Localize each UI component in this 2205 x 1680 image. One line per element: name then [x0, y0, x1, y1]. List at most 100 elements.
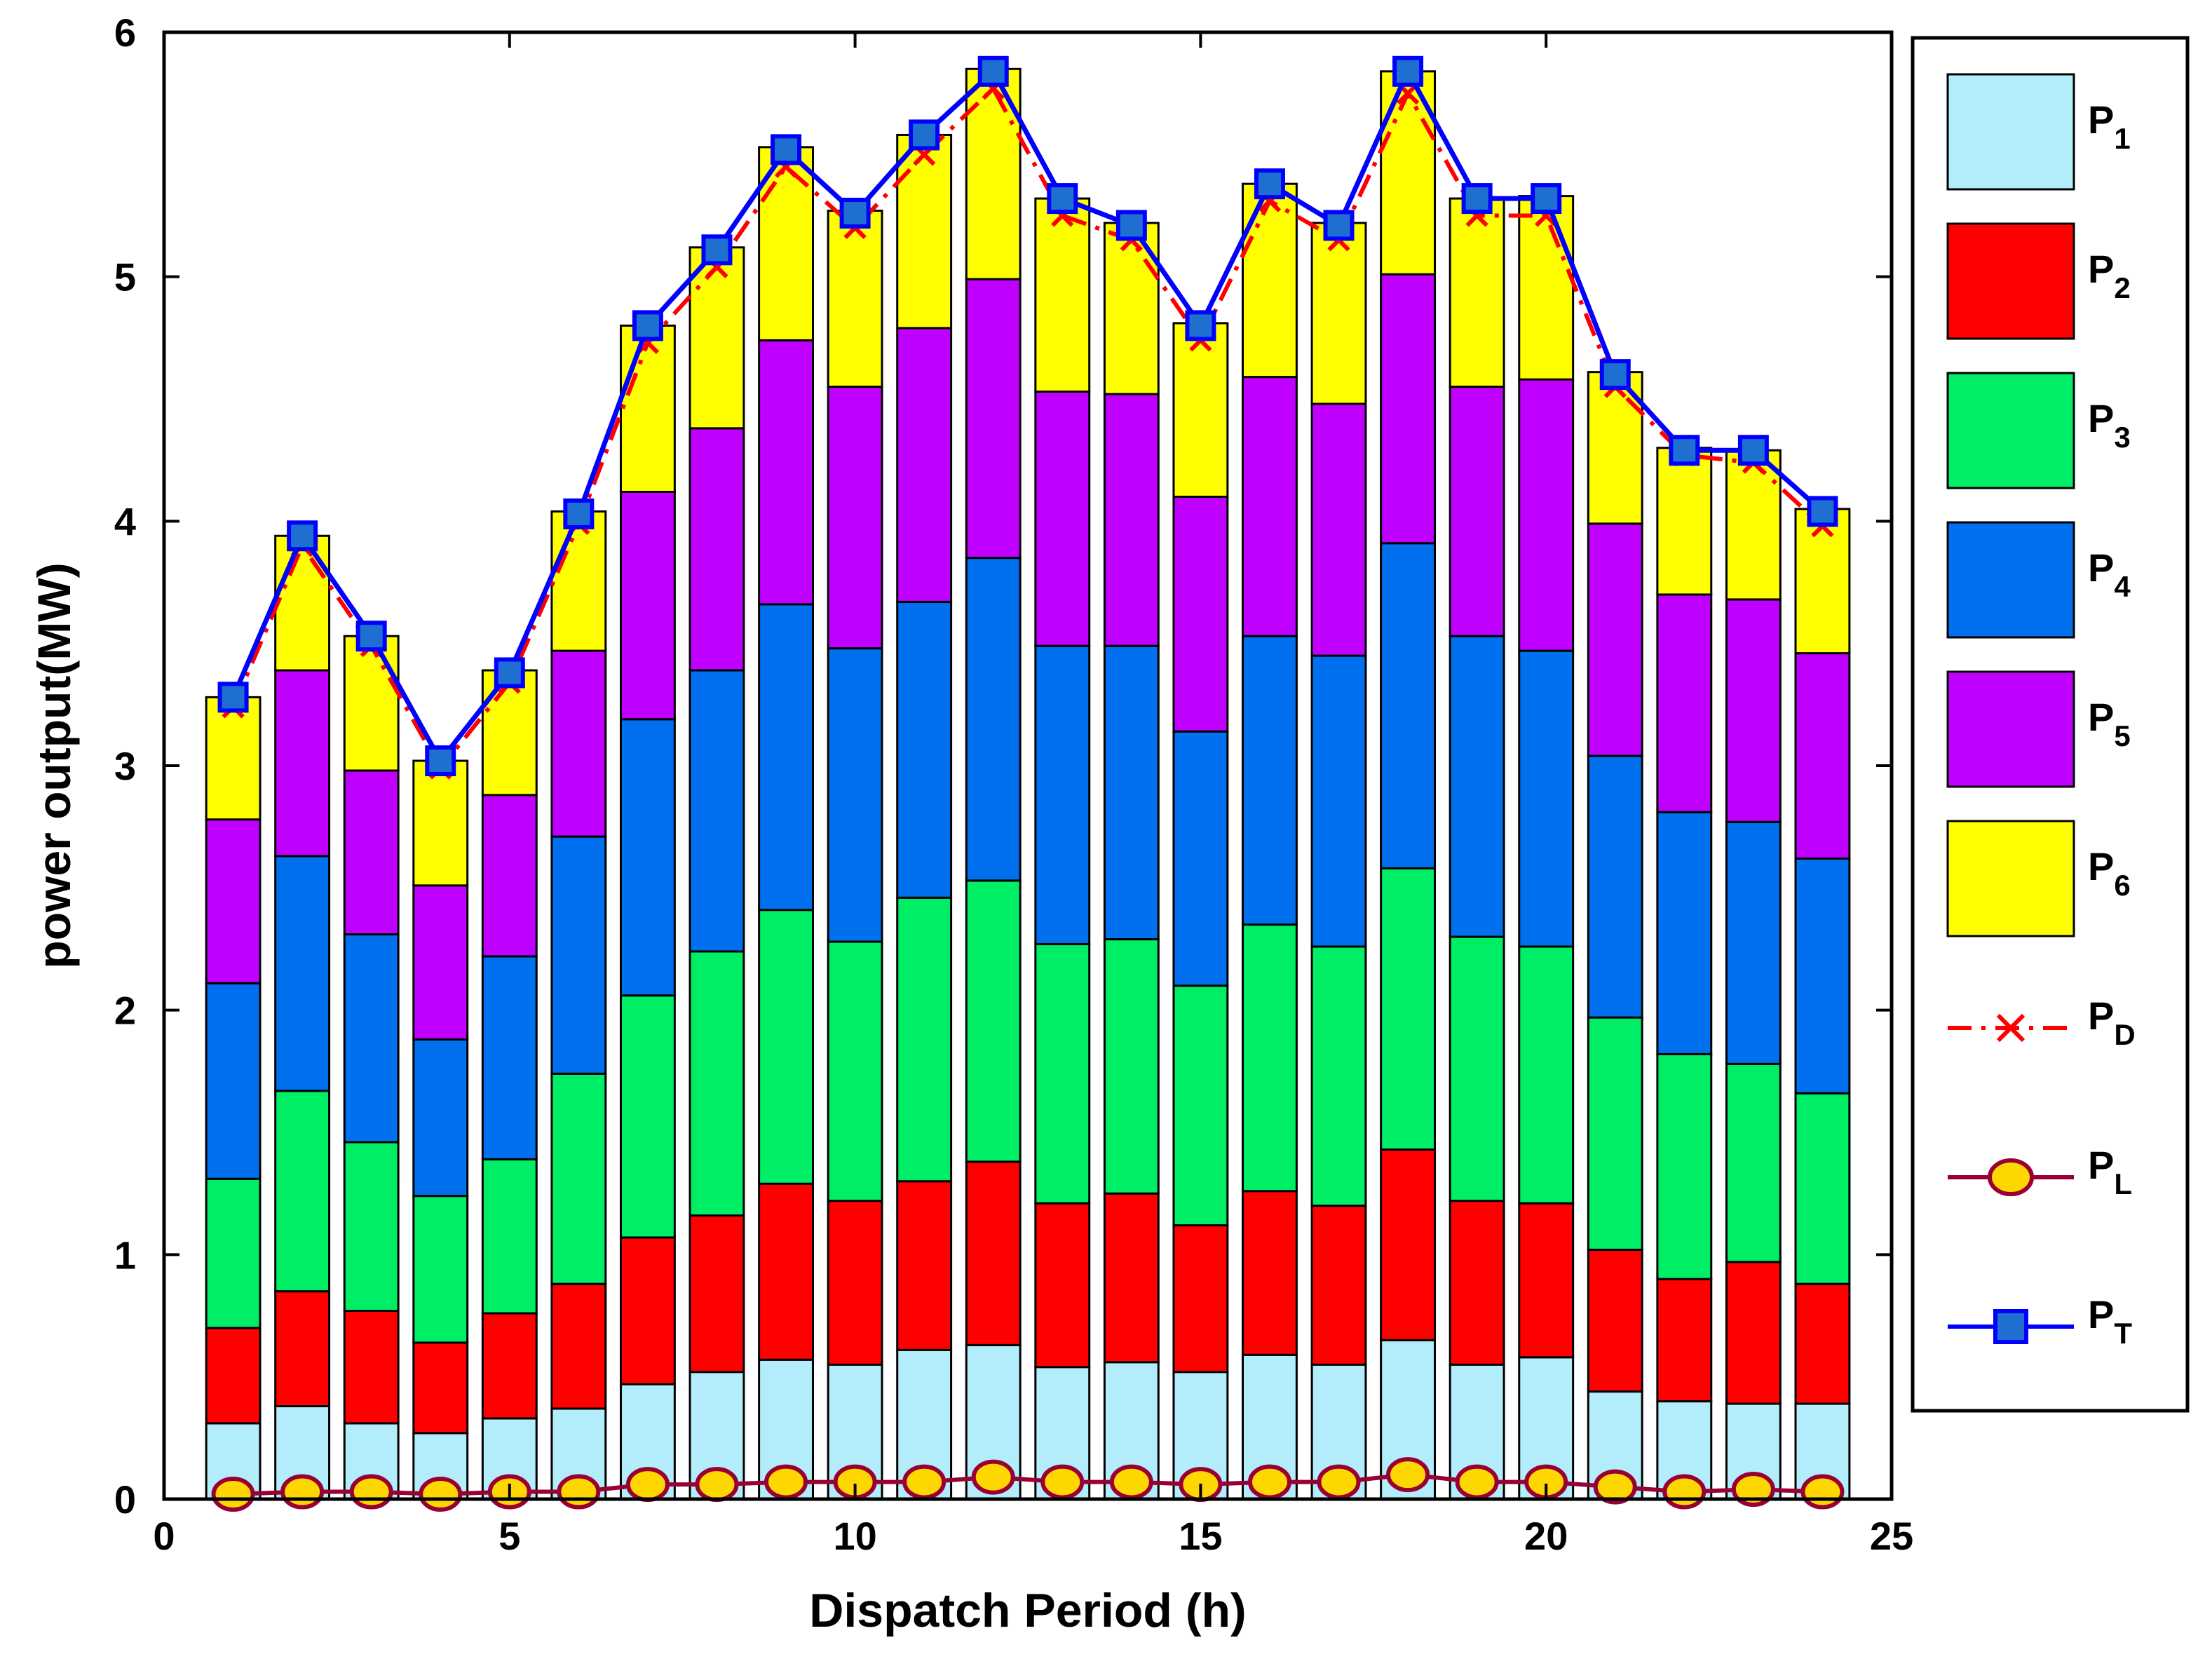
bar-p5-4 [412, 884, 469, 1041]
marker-pl-14 [1109, 1464, 1153, 1500]
marker-pt-21 [1599, 359, 1631, 391]
marker-pt-4 [425, 745, 456, 777]
bar-p2-19 [1448, 1200, 1505, 1366]
bar-p6-13 [1034, 197, 1091, 393]
bar-p6-8 [688, 246, 745, 430]
marker-pl-6 [557, 1474, 601, 1510]
legend-label-p2: P2 [2088, 247, 2131, 304]
bar-p4-9 [758, 603, 814, 912]
bar-p4-13 [1034, 644, 1091, 946]
marker-pt-24 [1807, 496, 1838, 527]
bar-p6-5 [481, 669, 538, 797]
legend-label-p6: P6 [2088, 844, 2131, 902]
bar-p2-17 [1310, 1205, 1367, 1366]
bar-p3-4 [412, 1195, 469, 1344]
marker-pl-24 [1800, 1474, 1845, 1510]
bar-p6-19 [1448, 197, 1505, 388]
bar-p3-11 [896, 896, 953, 1183]
bar-p6-12 [965, 67, 1022, 280]
marker-pl-2 [280, 1474, 325, 1510]
bar-p6-7 [619, 324, 676, 493]
bar-p3-12 [965, 879, 1022, 1163]
bar-p2-16 [1242, 1190, 1298, 1356]
bar-p4-21 [1587, 754, 1643, 1019]
legend-label-pd: PD [2088, 994, 2136, 1051]
bar-p2-23 [1725, 1261, 1782, 1405]
bar-p4-12 [965, 557, 1022, 882]
bar-p4-10 [827, 647, 883, 943]
marker-pl-12 [971, 1459, 1015, 1495]
bar-p3-3 [343, 1141, 400, 1313]
bar-p5-24 [1794, 652, 1851, 860]
legend-swatch-p2 [1946, 222, 2075, 340]
bar-p4-17 [1310, 654, 1367, 948]
x-tick-label-10: 10 [833, 1514, 876, 1558]
marker-pt-7 [632, 310, 663, 341]
bar-p2-1 [205, 1327, 262, 1425]
bar-p6-2 [274, 534, 331, 672]
legend-label-p5: P5 [2088, 695, 2131, 752]
bar-p5-2 [274, 669, 331, 858]
bar-p2-5 [481, 1312, 538, 1420]
marker-pt-22 [1669, 435, 1700, 466]
marker-pl-8 [695, 1467, 739, 1503]
x-tick-label-5: 5 [498, 1514, 520, 1558]
bar-p3-5 [481, 1158, 538, 1315]
bar-p2-10 [827, 1200, 883, 1366]
bar-p5-13 [1034, 391, 1091, 647]
bar-p2-9 [758, 1182, 814, 1361]
x-axis-title: Dispatch Period (h) [809, 1584, 1246, 1637]
bar-p6-15 [1172, 322, 1229, 498]
bar-p2-22 [1656, 1278, 1713, 1403]
bar-p5-3 [343, 769, 400, 936]
marker-pt-12 [977, 55, 1009, 87]
bar-p4-24 [1794, 857, 1851, 1095]
bar-p4-22 [1656, 811, 1713, 1055]
bar-p5-19 [1448, 386, 1505, 637]
bar-p3-19 [1448, 935, 1505, 1203]
marker-pl-7 [625, 1467, 670, 1503]
bar-p2-13 [1034, 1202, 1091, 1369]
marker-pl-11 [902, 1464, 947, 1500]
legend-swatch-p3 [1946, 372, 2075, 489]
x-tick-label-25: 25 [1870, 1514, 1913, 1558]
bar-p4-8 [688, 669, 745, 953]
line-pd [231, 86, 1824, 771]
x-tick-label-15: 15 [1179, 1514, 1222, 1558]
marker-pt-19 [1461, 183, 1493, 215]
marker-pl-17 [1317, 1464, 1361, 1500]
x-tick-label-0: 0 [153, 1514, 175, 1558]
bar-p2-20 [1518, 1202, 1575, 1359]
x-tick-label-20: 20 [1524, 1514, 1568, 1558]
bar-p5-5 [481, 794, 538, 958]
marker-pt-3 [355, 621, 387, 652]
marker-pt-15 [1185, 310, 1216, 341]
marker-pt-20 [1531, 183, 1562, 215]
bar-p3-10 [827, 940, 883, 1203]
bar-p4-11 [896, 600, 953, 899]
bar-stacks [205, 67, 1851, 1501]
bar-p5-9 [758, 339, 814, 606]
y-tick-label-4: 4 [114, 499, 136, 543]
y-tick-label-0: 0 [114, 1477, 136, 1522]
marker-pt-17 [1323, 210, 1355, 241]
bar-p6-10 [827, 210, 883, 388]
bar-p6-4 [412, 759, 469, 887]
bar-p4-14 [1103, 644, 1160, 941]
bar-p3-17 [1310, 945, 1367, 1207]
bar-p5-7 [619, 490, 676, 721]
bar-p5-10 [827, 386, 883, 650]
marker-pl-19 [1455, 1464, 1499, 1500]
bar-p2-6 [550, 1282, 607, 1410]
marker-pl-16 [1247, 1464, 1291, 1500]
marker-pt-10 [839, 198, 871, 229]
bar-p2-18 [1380, 1148, 1437, 1341]
bar-p3-20 [1518, 945, 1575, 1205]
y-tick-label-1: 1 [114, 1233, 136, 1277]
bar-p6-22 [1656, 447, 1713, 596]
marker-pl-22 [1662, 1474, 1707, 1510]
bar-p2-21 [1587, 1248, 1643, 1393]
bar-p5-20 [1518, 378, 1575, 652]
bar-p5-16 [1242, 376, 1298, 637]
bar-p2-4 [412, 1341, 469, 1435]
